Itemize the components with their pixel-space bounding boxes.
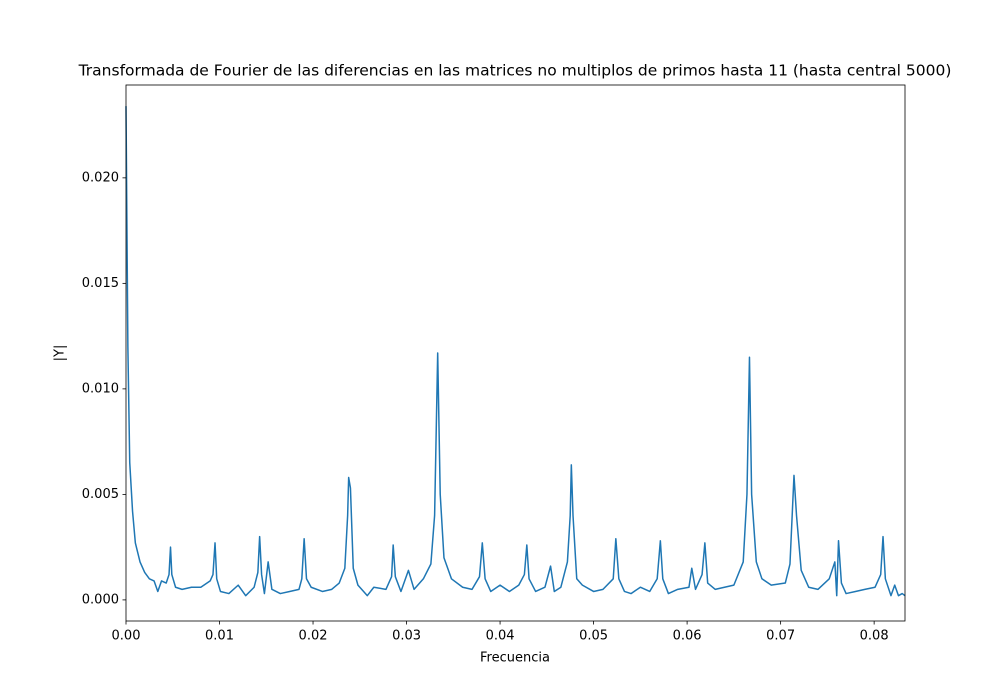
x-tick-label: 0.01 [205,629,234,644]
x-tick-label: 0.04 [486,629,515,644]
y-tick-label: 0.020 [82,170,119,185]
x-tick-label: 0.03 [392,629,421,644]
x-tick-label: 0.05 [579,629,608,644]
x-tick-label: 0.06 [673,629,702,644]
x-tick-label: 0.08 [860,629,889,644]
x-axis-label: Frecuencia [480,651,550,666]
x-tick-label: 0.02 [299,629,328,644]
x-tick-label: 0.07 [766,629,795,644]
y-tick-label: 0.005 [82,487,119,502]
chart-title: Transformada de Fourier de las diferenci… [78,62,952,80]
plot-frame [125,84,906,622]
y-axis-label: |Y| [53,345,68,362]
y-tick-label: 0.015 [82,276,119,291]
x-tick-label: 0.00 [112,629,141,644]
y-tick-label: 0.010 [82,381,119,396]
y-tick-label: 0.000 [82,592,119,607]
data-line [125,106,906,597]
